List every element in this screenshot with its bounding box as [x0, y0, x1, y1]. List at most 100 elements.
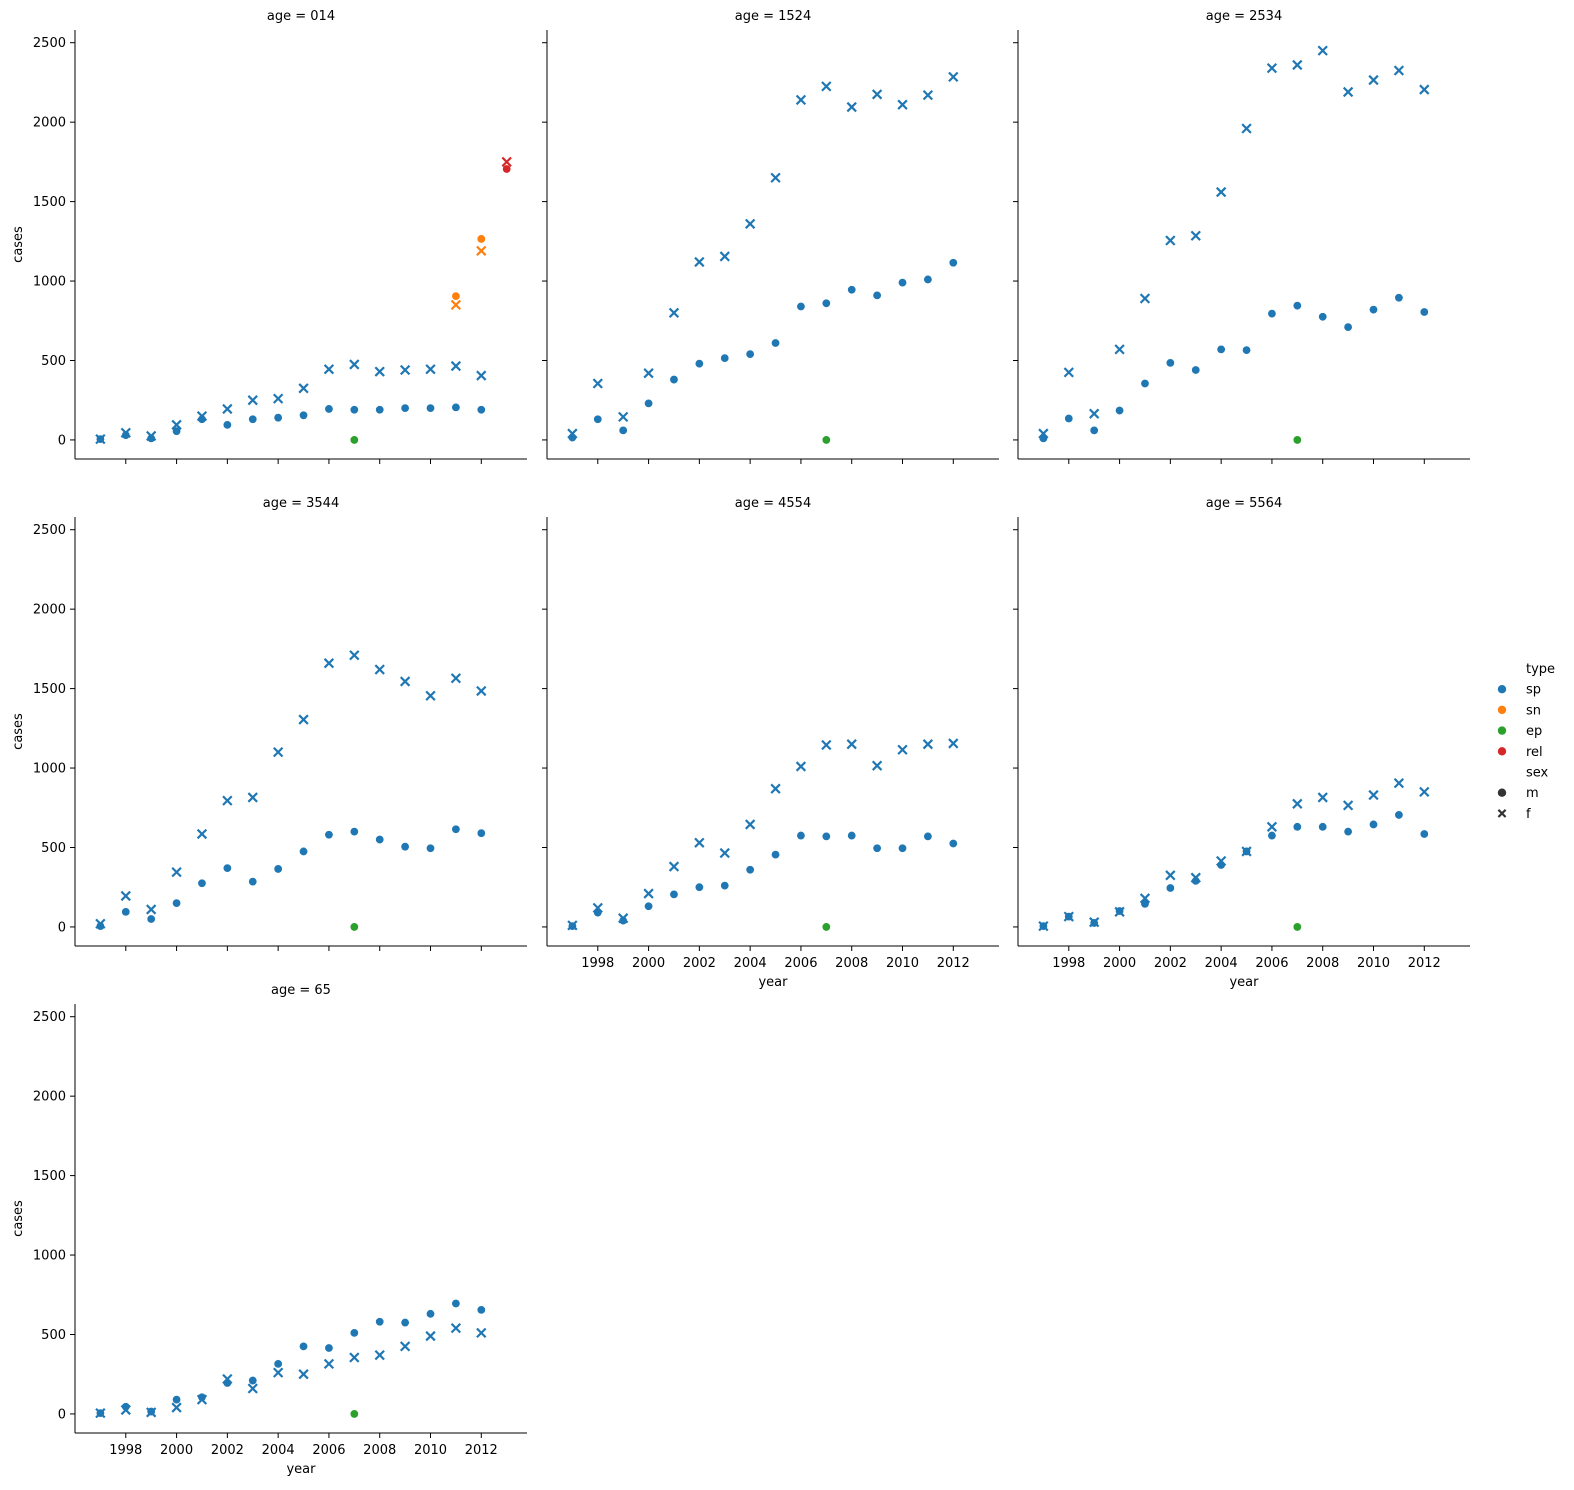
point-sp-f [1393, 65, 1405, 76]
point-sp-f [821, 81, 832, 92]
point-sp-m [948, 839, 958, 849]
y-tick-label: 1500 [33, 1169, 66, 1184]
facet-title: age = 014 [267, 9, 335, 24]
point-sp-m [349, 827, 359, 837]
point-sp-m [451, 402, 461, 412]
point-sp-m [426, 843, 436, 853]
point-sp-f [592, 902, 603, 914]
point-sn-m [476, 234, 486, 244]
x-tick-label: 2008 [835, 956, 868, 971]
point-sp-m [197, 878, 207, 888]
point-sp-f [1317, 792, 1328, 803]
point-sp-f [744, 218, 756, 229]
point-sp-f [196, 1394, 208, 1405]
point-sp-f [1089, 917, 1100, 928]
point-sp-f [1165, 870, 1176, 881]
point-sp-m [273, 1359, 283, 1369]
facet-title: age = 5564 [1206, 496, 1282, 511]
point-sp-m [847, 285, 857, 295]
legend-label-m: m [1526, 786, 1539, 801]
point-sp-m [1318, 822, 1328, 832]
point-sp-f [1292, 59, 1303, 71]
point-sp-f [399, 1341, 411, 1352]
point-sp-f [450, 673, 462, 684]
point-sp-m [669, 889, 679, 899]
y-tick-label: 0 [58, 920, 66, 935]
point-sp-f [146, 904, 157, 915]
point-sp-f [222, 403, 233, 415]
point-sp-m [821, 831, 831, 841]
x-tick-label: 2010 [886, 956, 919, 971]
x-tick-label: 2012 [937, 956, 970, 971]
point-sp-f [1342, 800, 1354, 811]
point-sp-f [196, 828, 208, 840]
point-sp-m [400, 1318, 410, 1328]
point-sp-m [400, 842, 410, 852]
point-sp-f [897, 744, 908, 755]
facet-panel: age = 1524 [542, 9, 999, 464]
point-sp-f [795, 761, 807, 772]
y-axis-label: cases [11, 226, 26, 263]
point-sp-m [375, 1317, 385, 1327]
point-sp-m [1292, 822, 1302, 832]
point-sp-f [668, 861, 680, 872]
facet-panel: age = 65 0 500 1000 1500 2000 2500 1998 2000 2002… [11, 983, 527, 1477]
point-sp-f [643, 368, 654, 379]
point-sp-f [719, 847, 730, 859]
point-sp-m [771, 850, 781, 860]
y-tick-label: 500 [41, 354, 66, 369]
point-sp-f [399, 364, 411, 376]
point-sp-m [1369, 305, 1379, 315]
point-sp-m [451, 1299, 461, 1309]
point-sp-m [299, 846, 309, 856]
point-sp-m [1394, 810, 1404, 820]
point-ep-m [349, 435, 359, 445]
x-tick-label: 2000 [1103, 956, 1136, 971]
legend-marker-rel [1497, 747, 1507, 756]
point-sp-m [146, 914, 156, 924]
facet-panel: age = 5564 1998 2000 2002 2004 2006 2008 2010 20… [1013, 496, 1470, 990]
point-sp-f [1190, 872, 1201, 883]
point-sp-f [846, 101, 857, 113]
x-tick-label: 2000 [632, 956, 665, 971]
point-sp-m [872, 290, 882, 300]
point-sp-m [273, 864, 283, 874]
x-tick-label: 2008 [363, 1443, 396, 1458]
point-sp-f [643, 888, 654, 899]
point-sp-m [476, 405, 486, 415]
point-sp-m [948, 258, 958, 268]
y-tick-label: 1500 [33, 195, 66, 210]
y-tick-label: 1000 [33, 762, 66, 777]
point-sp-f [1063, 367, 1074, 378]
point-rel-m [502, 164, 512, 174]
point-sp-f [95, 918, 106, 929]
point-sp-f [298, 714, 309, 725]
point-sp-m [923, 831, 933, 841]
point-sp-m [476, 828, 486, 838]
x-tick-label: 2010 [1357, 956, 1390, 971]
point-sp-m [1419, 829, 1429, 839]
point-sp-f [871, 760, 883, 771]
point-sp-f [349, 359, 360, 370]
point-sp-f [719, 251, 730, 262]
point-ep-m [821, 922, 831, 932]
point-sp-f [196, 410, 208, 422]
point-sp-f [1038, 428, 1049, 439]
point-sp-f [1266, 821, 1278, 832]
point-sp-m [1242, 345, 1252, 355]
point-sp-m [923, 274, 933, 284]
point-sp-m [1292, 301, 1302, 311]
y-tick-label: 2500 [33, 36, 66, 51]
legend: type sp sn ep rel sex mf [1497, 662, 1555, 822]
point-ep-m [1292, 922, 1302, 932]
y-axis-label: cases [11, 1200, 26, 1237]
point-sp-m [669, 375, 679, 385]
point-sp-m [95, 921, 105, 931]
point-sp-f [425, 364, 436, 375]
y-tick-label: 2500 [33, 523, 66, 538]
point-sp-f [744, 819, 756, 830]
point-sp-m [1267, 309, 1277, 319]
point-sp-f [770, 783, 781, 794]
x-tick-label: 2012 [1408, 956, 1441, 971]
point-sp-f [247, 1383, 258, 1394]
